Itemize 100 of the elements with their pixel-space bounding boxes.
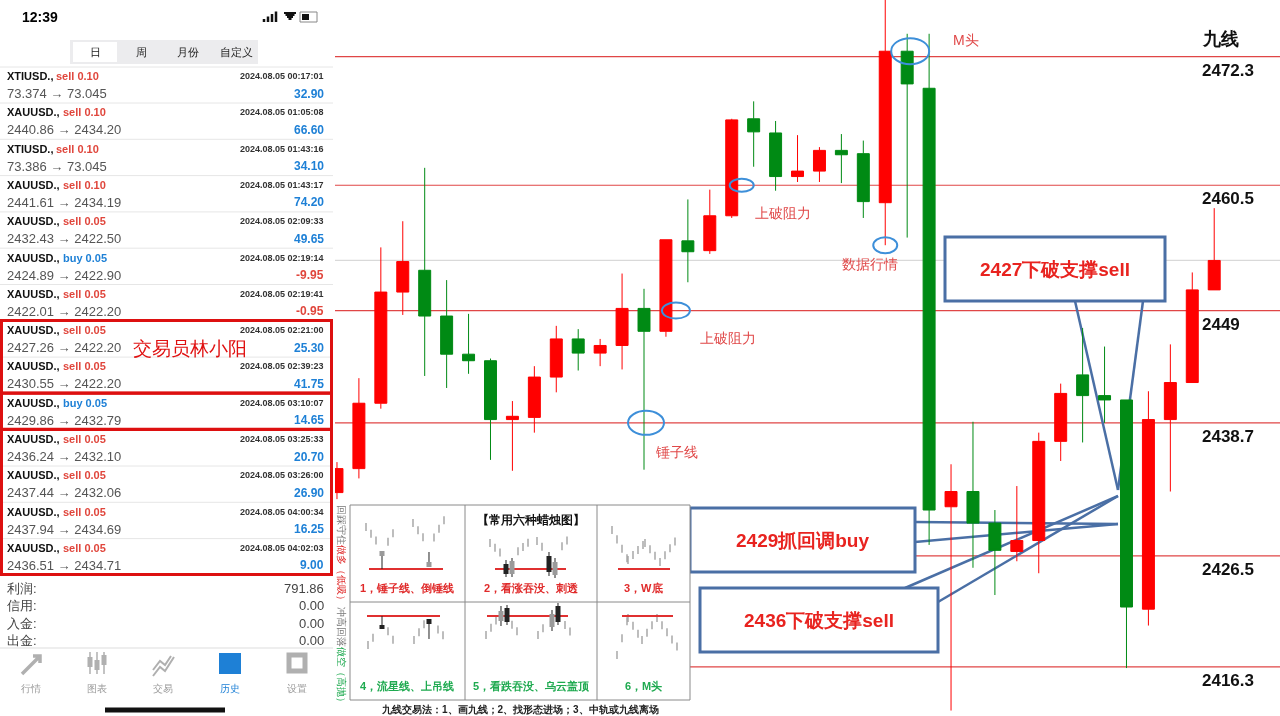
text: 2429.86 → 2432.79 bbox=[7, 413, 122, 428]
text: XAUUSD., bbox=[7, 252, 60, 264]
candlestick bbox=[418, 167, 432, 377]
candlestick bbox=[637, 288, 651, 471]
text: 2436.24 → 2432.10 bbox=[7, 449, 122, 464]
candlestick bbox=[1207, 207, 1221, 291]
annotation: 5，看跌吞没、乌云盖顶 bbox=[473, 680, 591, 692]
text: 交易员林小阳 bbox=[133, 338, 247, 359]
text: 26.90 bbox=[294, 486, 325, 500]
candlestick bbox=[571, 328, 585, 372]
candlestick bbox=[440, 279, 454, 389]
text: 出金: bbox=[7, 633, 37, 648]
candlestick bbox=[747, 100, 761, 168]
text: 【常用六种蜡烛图】 bbox=[477, 513, 585, 527]
text: 月份 bbox=[177, 46, 199, 58]
text: 32.90 bbox=[294, 87, 325, 101]
text: sell 0.10 bbox=[63, 179, 106, 191]
text: 2024.08.05 02:21:00 bbox=[240, 325, 324, 335]
text: 73.374 → 73.045 bbox=[7, 86, 107, 101]
annotation: 上破阻力 bbox=[700, 330, 756, 346]
text: 2422.01 → 2422.20 bbox=[7, 304, 122, 319]
text: 12:39 bbox=[22, 9, 59, 25]
ref-line-label: 2416.3 bbox=[1202, 671, 1254, 690]
text: 2024.08.05 03:25:33 bbox=[240, 434, 324, 444]
candlestick bbox=[812, 146, 826, 183]
text: XAUUSD., bbox=[7, 288, 60, 300]
candlestick bbox=[549, 325, 563, 393]
text: 9.00 bbox=[300, 558, 324, 572]
text: 2024.08.05 03:10:07 bbox=[240, 398, 324, 408]
text: 2427.26 → 2422.20 bbox=[7, 340, 122, 355]
annotation: 3，W底 bbox=[624, 582, 663, 594]
candlestick bbox=[1054, 383, 1068, 462]
text: 2432.43 → 2422.50 bbox=[7, 231, 122, 246]
text: 49.65 bbox=[294, 232, 325, 246]
text: XAUUSD., bbox=[7, 179, 60, 191]
text: 66.60 bbox=[294, 123, 325, 137]
candlestick bbox=[352, 377, 366, 479]
candlestick bbox=[1185, 271, 1199, 384]
text: XAUUSD., bbox=[7, 106, 60, 118]
text: XAUUSD., bbox=[7, 433, 60, 445]
annotation: 2427下破支撑sell bbox=[980, 259, 1130, 280]
text: 73.386 → 73.045 bbox=[7, 159, 107, 174]
candlestick bbox=[791, 134, 805, 183]
annotation: 6，M头 bbox=[625, 680, 663, 692]
candlestick bbox=[527, 365, 541, 434]
text: 0.00 bbox=[299, 633, 325, 648]
annotation: 4，流星线、上吊线 bbox=[360, 680, 455, 692]
annotation: 2429抓回调buy bbox=[736, 530, 870, 551]
text: 2430.55 → 2422.20 bbox=[7, 376, 122, 391]
text: XAUUSD., bbox=[7, 397, 60, 409]
text: 2024.08.05 02:19:41 bbox=[240, 289, 324, 299]
candlestick bbox=[681, 198, 695, 283]
ref-line-label: 2460.5 bbox=[1202, 189, 1254, 208]
candlestick bbox=[1163, 343, 1177, 492]
candlestick bbox=[1141, 390, 1155, 627]
candlestick bbox=[856, 140, 870, 219]
text: XAUUSD., bbox=[7, 506, 60, 518]
text: 2024.08.05 04:02:03 bbox=[240, 543, 324, 553]
text: buy 0.05 bbox=[63, 397, 108, 409]
text: XTIUSD., bbox=[7, 70, 54, 82]
annotation: 九线 bbox=[1202, 29, 1239, 49]
candlestick bbox=[834, 133, 848, 184]
text: 2424.89 → 2422.90 bbox=[7, 268, 122, 283]
text: XAUUSD., bbox=[7, 215, 60, 227]
text: sell 0.05 bbox=[63, 324, 106, 336]
ref-line-label: 2472.3 bbox=[1202, 61, 1254, 80]
text: 2441.61 → 2434.19 bbox=[7, 195, 122, 210]
text: 日 bbox=[90, 46, 101, 58]
text: 自定义 bbox=[220, 46, 253, 58]
text: sell 0.05 bbox=[63, 506, 106, 518]
annotation: 1，锤子线、倒锤线 bbox=[360, 582, 455, 594]
candlestick bbox=[769, 120, 783, 192]
annotation: 锤子线 bbox=[655, 444, 698, 460]
annotation: 2436下破支撑sell bbox=[744, 610, 894, 631]
text: 2024.08.05 01:43:17 bbox=[240, 180, 324, 190]
ref-line-label: 2426.5 bbox=[1202, 560, 1254, 579]
text: 2437.44 → 2432.06 bbox=[7, 485, 122, 500]
text: sell 0.05 bbox=[63, 469, 106, 481]
text: 交易 bbox=[153, 683, 173, 694]
text: 历史 bbox=[220, 683, 240, 694]
text: XTIUSD., bbox=[7, 143, 54, 155]
annotation: M头 bbox=[953, 32, 979, 48]
text: 信用: bbox=[7, 598, 37, 613]
text: 入金: bbox=[7, 616, 37, 631]
text: 图表 bbox=[87, 683, 107, 694]
text: 25.30 bbox=[294, 341, 325, 355]
text: sell 0.05 bbox=[63, 433, 106, 445]
annotation: 回踩守住 bbox=[336, 505, 347, 545]
text: 2024.08.05 00:17:01 bbox=[240, 71, 324, 81]
text: sell 0.05 bbox=[63, 542, 106, 554]
candlestick bbox=[462, 313, 476, 375]
text: sell 0.05 bbox=[63, 288, 106, 300]
text: 设置 bbox=[287, 683, 307, 694]
annotation: 做空（高抛） bbox=[336, 647, 347, 707]
ref-line-label: 2438.7 bbox=[1202, 427, 1254, 446]
annotation: 上破阻力 bbox=[755, 205, 811, 221]
text: 2024.08.05 02:19:14 bbox=[240, 253, 324, 263]
text: 14.65 bbox=[294, 413, 325, 427]
text: 16.25 bbox=[294, 522, 325, 536]
candlestick bbox=[374, 246, 388, 410]
